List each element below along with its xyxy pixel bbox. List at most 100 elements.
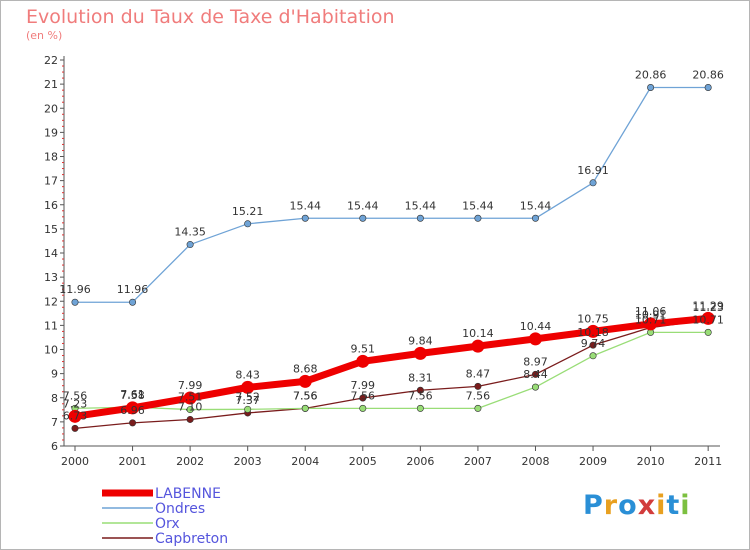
data-label-orx: 7.56 [408, 389, 433, 402]
data-label-capbreton: 10.18 [577, 326, 609, 339]
data-label-ondres: 11.96 [117, 283, 149, 296]
y-tick-label: 22 [44, 54, 58, 67]
data-point-ondres [186, 241, 194, 249]
x-tick-label: 2005 [349, 455, 377, 468]
logo-letter: o [618, 490, 638, 521]
data-label-ondres: 20.86 [692, 69, 724, 82]
data-label-orx: 10.71 [692, 313, 724, 326]
data-point-labenne [356, 354, 370, 368]
y-tick-label: 19 [44, 126, 58, 139]
series-line-ondres [74, 86, 709, 303]
data-label-capbreton: 8.47 [466, 367, 491, 380]
logo-letter: x [637, 490, 657, 521]
logo-letter: i [656, 490, 667, 521]
x-tick-label: 2008 [521, 455, 549, 468]
data-point-orx [359, 404, 367, 412]
data-label-orx: 7.56 [63, 389, 88, 402]
logo-letter: i [680, 490, 691, 521]
data-label-ondres: 20.86 [635, 69, 667, 82]
y-tick-label: 9 [51, 368, 58, 381]
data-point-capbreton [129, 419, 137, 427]
data-label-orx: 7.51 [178, 391, 203, 404]
series-line-labenne [71, 314, 712, 420]
data-point-ondres [301, 214, 309, 222]
y-tick-label: 6 [51, 440, 58, 453]
data-label-orx: 7.56 [293, 389, 318, 402]
x-tick-label: 2003 [234, 455, 262, 468]
legend-label-ondres: Ondres [155, 501, 205, 517]
data-label-ondres: 15.44 [405, 199, 437, 212]
legend-label-labenne: LABENNE [155, 486, 221, 502]
data-label-labenne: 11.06 [635, 305, 667, 318]
data-point-ondres [71, 298, 79, 306]
x-tick-label: 2006 [406, 455, 434, 468]
data-label-orx: 7.61 [120, 388, 145, 401]
data-point-capbreton [474, 382, 482, 390]
data-label-ondres: 15.21 [232, 205, 264, 218]
data-point-orx [704, 328, 712, 336]
data-label-labenne: 10.14 [462, 327, 494, 340]
x-tick-label: 2004 [291, 455, 319, 468]
data-label-ondres: 15.44 [462, 199, 494, 212]
x-tick-label: 2002 [176, 455, 204, 468]
y-tick-label: 16 [44, 199, 58, 212]
data-point-ondres [244, 220, 252, 228]
data-point-ondres [129, 298, 137, 306]
data-point-capbreton [71, 424, 79, 432]
series-points [68, 84, 715, 432]
data-point-labenne [644, 317, 658, 331]
data-point-orx [474, 404, 482, 412]
data-point-capbreton [186, 415, 194, 423]
data-label-labenne: 9.84 [408, 334, 433, 347]
x-tick-label: 2009 [579, 455, 607, 468]
data-label-labenne: 7.99 [178, 379, 203, 392]
legend-label-capbreton: Capbreton [155, 531, 228, 547]
data-label-capbreton: 7.37 [235, 394, 260, 407]
data-point-ondres [589, 179, 597, 187]
data-label-ondres: 14.35 [174, 226, 206, 239]
data-point-orx [244, 405, 252, 413]
y-tick-label: 14 [44, 247, 58, 260]
data-point-ondres [416, 214, 424, 222]
data-label-labenne: 7.23 [63, 397, 88, 410]
proxiti-logo: Proxiti [583, 490, 691, 521]
data-point-labenne [241, 380, 255, 394]
data-label-capbreton: 7.99 [351, 379, 376, 392]
data-label-labenne: 10.44 [520, 320, 552, 333]
data-label-labenne: 11.29 [692, 299, 724, 312]
data-point-ondres [474, 214, 482, 222]
series-line-orx [74, 331, 709, 411]
data-point-labenne [471, 339, 485, 353]
data-point-labenne [126, 401, 140, 415]
y-tick-label: 18 [44, 151, 58, 164]
legend-label-orx: Orx [155, 516, 180, 532]
series-line-capbreton [74, 319, 709, 430]
data-point-labenne [298, 374, 312, 388]
data-label-orx: 7.56 [351, 389, 376, 402]
data-point-labenne [528, 332, 542, 346]
data-point-ondres [704, 84, 712, 92]
data-point-capbreton [589, 341, 597, 349]
data-label-labenne: 8.43 [235, 368, 260, 381]
data-label-capbreton: 8.97 [523, 355, 548, 368]
data-point-orx [416, 404, 424, 412]
chart-subtitle: (en %) [26, 29, 63, 42]
x-tick-label: 2011 [694, 455, 722, 468]
y-tick-label: 15 [44, 223, 58, 236]
data-label-capbreton: 7.56 [293, 389, 318, 402]
y-tick-label: 17 [44, 175, 58, 188]
data-label-orx: 7.56 [466, 389, 491, 402]
x-tick-label: 2010 [637, 455, 665, 468]
data-label-labenne: 9.51 [351, 342, 376, 355]
data-labels: 7.23 7.58 7.99 8.43 8.68 9.51 9.84 10.14 10.44 10… [59, 69, 724, 423]
data-point-labenne [68, 409, 82, 423]
data-label-orx: 8.44 [523, 368, 548, 381]
logo-letter: r [603, 490, 619, 521]
data-label-ondres: 11.96 [59, 283, 91, 296]
data-label-labenne: 10.75 [577, 312, 609, 325]
chart-axes: 6 7 8 9 10 11 12 13 14 15 16 17 18 19 20 21 22 2000 2001 20… [44, 54, 722, 468]
data-point-capbreton [416, 386, 424, 394]
data-point-capbreton [359, 394, 367, 402]
